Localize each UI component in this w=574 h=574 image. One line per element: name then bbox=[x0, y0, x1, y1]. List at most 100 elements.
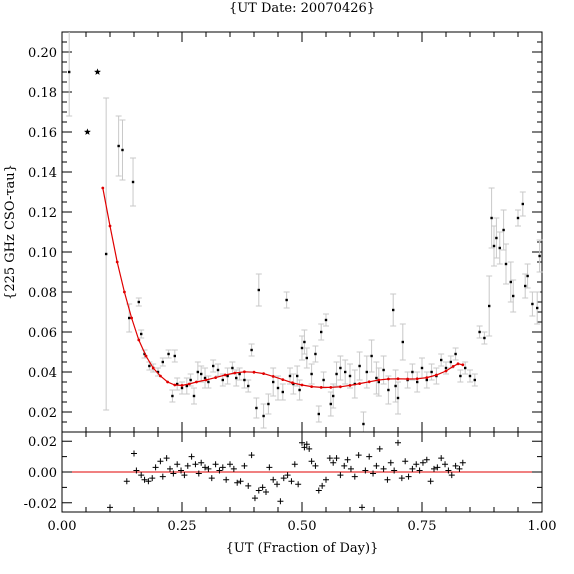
star-point bbox=[84, 128, 91, 135]
data-point bbox=[468, 374, 472, 378]
residual-marker bbox=[241, 462, 248, 469]
fit-point bbox=[456, 362, 460, 366]
data-point bbox=[324, 318, 328, 322]
data-point bbox=[128, 316, 131, 320]
fit-point bbox=[358, 382, 361, 385]
residual-marker bbox=[351, 473, 358, 480]
data-point bbox=[488, 304, 491, 308]
fit-point bbox=[137, 338, 141, 342]
data-point bbox=[161, 360, 164, 364]
main-y-tick-label: 0.20 bbox=[28, 46, 57, 61]
residual-marker bbox=[195, 470, 202, 477]
fit-point bbox=[115, 260, 119, 264]
residual-marker bbox=[198, 459, 205, 466]
residual-marker bbox=[230, 465, 237, 472]
residual-marker bbox=[409, 465, 416, 472]
residual-marker bbox=[266, 464, 273, 471]
residual-plot-panel: -0.02 0.00 0.02 0.00 0.25 0.50 0.75 1.00 bbox=[24, 431, 557, 534]
res-y-tick-label: 0.02 bbox=[28, 435, 57, 450]
data-point bbox=[192, 394, 196, 398]
fit-point bbox=[173, 383, 177, 387]
residual-marker bbox=[384, 476, 391, 483]
fit-point bbox=[406, 377, 409, 381]
data-point bbox=[490, 216, 493, 220]
residual-marker bbox=[413, 461, 420, 468]
residual-marker bbox=[319, 482, 326, 489]
residual-marker bbox=[402, 458, 409, 465]
fit-point bbox=[204, 378, 208, 382]
data-point bbox=[257, 288, 260, 292]
residual-marker bbox=[452, 462, 459, 469]
fit-point bbox=[144, 354, 148, 358]
residual-marker bbox=[344, 456, 351, 463]
fit-point bbox=[223, 373, 227, 377]
fit-point bbox=[195, 380, 198, 384]
residual-marker bbox=[431, 465, 437, 472]
x-tick-label: 1.00 bbox=[528, 519, 557, 534]
residual-marker bbox=[442, 461, 449, 468]
residual-marker bbox=[255, 487, 262, 494]
data-point bbox=[524, 284, 527, 288]
res-y-tick-label: 0.00 bbox=[28, 466, 57, 481]
y-axis-title: {225 GHz CSO-τau} bbox=[3, 164, 18, 300]
residual-marker bbox=[299, 439, 305, 446]
data-point bbox=[332, 394, 335, 398]
fit-point bbox=[367, 380, 371, 384]
data-point bbox=[303, 340, 306, 344]
residual-marker bbox=[163, 455, 170, 462]
main-y-tick-label: 0.08 bbox=[28, 286, 57, 301]
residual-marker bbox=[288, 478, 295, 485]
data-point bbox=[243, 378, 246, 382]
data-point bbox=[504, 262, 508, 266]
data-point bbox=[262, 414, 265, 418]
main-error-bars bbox=[66, 32, 543, 432]
residual-marker bbox=[259, 484, 266, 491]
residual-marker bbox=[416, 467, 423, 474]
residual-marker bbox=[178, 467, 185, 474]
residual-marker bbox=[174, 461, 181, 468]
res-y-tick-label: -0.02 bbox=[24, 497, 57, 512]
data-point bbox=[296, 374, 299, 378]
star-point bbox=[94, 68, 101, 75]
data-point bbox=[394, 384, 397, 388]
main-data-points bbox=[68, 70, 541, 426]
data-point bbox=[440, 358, 443, 362]
residual-marker bbox=[131, 450, 137, 457]
residual-marker bbox=[366, 453, 373, 460]
residual-marker bbox=[159, 473, 166, 480]
data-point bbox=[247, 384, 250, 388]
data-point bbox=[473, 378, 476, 382]
data-point bbox=[521, 202, 524, 206]
data-point bbox=[226, 374, 229, 378]
data-point bbox=[148, 364, 151, 368]
data-point bbox=[322, 378, 325, 382]
residual-marker bbox=[149, 475, 156, 482]
residual-marker bbox=[234, 479, 241, 486]
fit-point bbox=[339, 385, 342, 389]
data-point bbox=[140, 332, 143, 336]
residual-marker bbox=[370, 470, 377, 477]
data-point bbox=[231, 366, 234, 370]
data-point bbox=[348, 374, 352, 378]
data-point bbox=[335, 372, 338, 376]
data-point bbox=[375, 376, 378, 380]
data-point bbox=[538, 254, 541, 258]
main-y-tick-label: 0.10 bbox=[28, 246, 57, 261]
data-point bbox=[401, 340, 404, 344]
fit-point bbox=[151, 366, 155, 370]
data-point bbox=[156, 370, 160, 374]
residual-marker bbox=[219, 464, 226, 471]
residual-marker bbox=[216, 467, 223, 474]
residual-marker bbox=[107, 504, 113, 511]
data-point bbox=[516, 216, 520, 220]
data-point bbox=[362, 422, 365, 426]
data-point bbox=[298, 388, 301, 392]
data-point bbox=[464, 366, 467, 370]
data-point bbox=[310, 372, 313, 376]
data-point bbox=[285, 298, 288, 302]
residual-marker bbox=[212, 461, 219, 468]
data-point bbox=[365, 370, 368, 374]
residual-marker bbox=[355, 452, 362, 459]
data-point bbox=[478, 330, 481, 334]
data-point bbox=[221, 378, 224, 382]
